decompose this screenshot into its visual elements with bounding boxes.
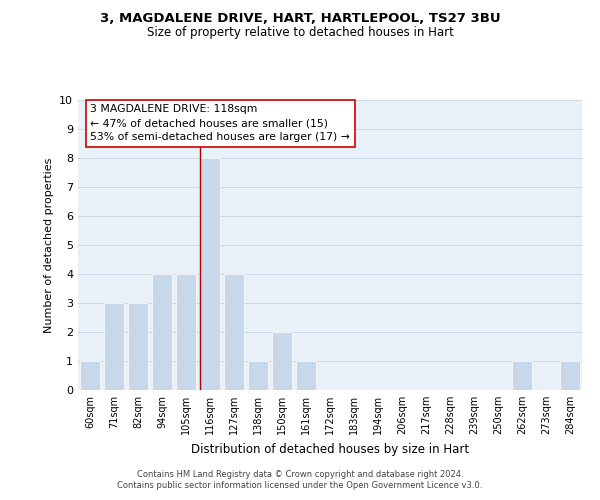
Bar xyxy=(512,361,532,390)
Bar xyxy=(248,361,268,390)
Text: Contains HM Land Registry data © Crown copyright and database right 2024.: Contains HM Land Registry data © Crown c… xyxy=(137,470,463,479)
Y-axis label: Number of detached properties: Number of detached properties xyxy=(44,158,53,332)
Bar xyxy=(176,274,196,390)
X-axis label: Distribution of detached houses by size in Hart: Distribution of detached houses by size … xyxy=(191,442,469,456)
Bar xyxy=(272,332,292,390)
Text: Size of property relative to detached houses in Hart: Size of property relative to detached ho… xyxy=(146,26,454,39)
Text: Contains public sector information licensed under the Open Government Licence v3: Contains public sector information licen… xyxy=(118,481,482,490)
Bar xyxy=(128,303,148,390)
Bar xyxy=(560,361,580,390)
Bar xyxy=(80,361,100,390)
Bar xyxy=(296,361,316,390)
Bar xyxy=(224,274,244,390)
Text: 3 MAGDALENE DRIVE: 118sqm
← 47% of detached houses are smaller (15)
53% of semi-: 3 MAGDALENE DRIVE: 118sqm ← 47% of detac… xyxy=(91,104,350,142)
Bar xyxy=(200,158,220,390)
Text: 3, MAGDALENE DRIVE, HART, HARTLEPOOL, TS27 3BU: 3, MAGDALENE DRIVE, HART, HARTLEPOOL, TS… xyxy=(100,12,500,26)
Bar xyxy=(104,303,124,390)
Bar xyxy=(152,274,172,390)
